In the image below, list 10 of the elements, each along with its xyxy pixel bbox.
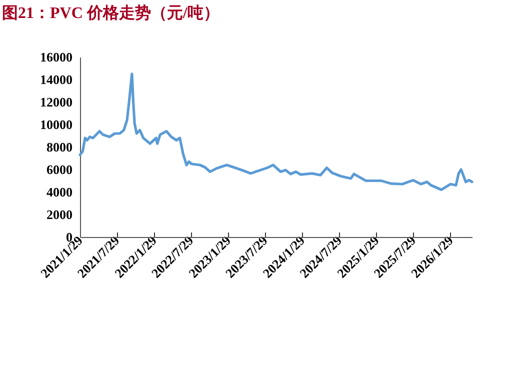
y-tick-label: 12000 <box>40 94 72 110</box>
y-tick-label: 16000 <box>40 50 72 64</box>
line-series <box>78 72 474 192</box>
chart-title: 图21：PVC 价格走势（元/吨） <box>2 4 220 22</box>
y-tick-label: 10000 <box>40 117 72 132</box>
y-tick-label: 2000 <box>46 207 72 222</box>
y-tick-label: 14000 <box>40 72 72 87</box>
y-tick-label: 4000 <box>46 184 72 200</box>
y-tick-label: 6000 <box>46 162 72 177</box>
y-tick-label: 8000 <box>46 140 72 154</box>
